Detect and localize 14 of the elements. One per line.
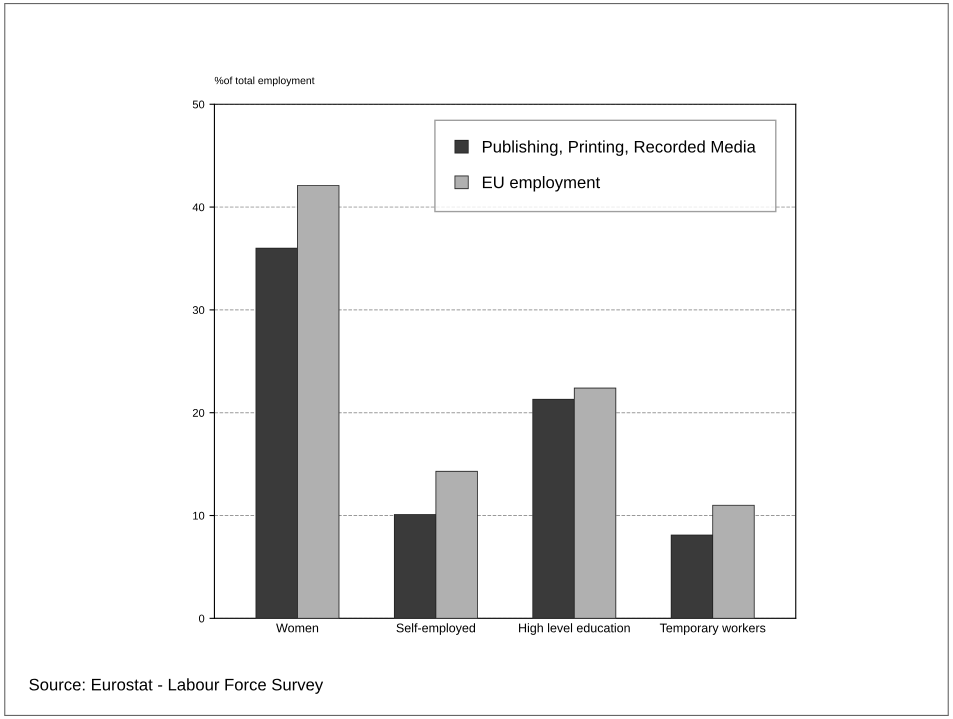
y-tick-label: 40 <box>192 203 204 212</box>
source-note: Source: Eurostat - Labour Force Survey <box>29 678 324 694</box>
x-tick-label: Women <box>276 624 318 632</box>
y-tick-label: 20 <box>192 408 204 417</box>
y-tick-label: 30 <box>192 306 204 314</box>
x-tick-label: Self-employed <box>396 623 476 635</box>
x-tick-label: Temporary workers <box>660 623 766 635</box>
y-axis-title: %of total employment <box>214 76 315 86</box>
x-tick-label: High level education <box>519 623 630 635</box>
legend-label: Publishing, Printing, Recorded Media <box>482 140 756 156</box>
legend-label: EU employment <box>482 176 600 192</box>
y-tick-label: 0 <box>198 614 204 622</box>
y-tick-label: 10 <box>193 512 204 520</box>
y-tick-label: 50 <box>192 100 204 108</box>
